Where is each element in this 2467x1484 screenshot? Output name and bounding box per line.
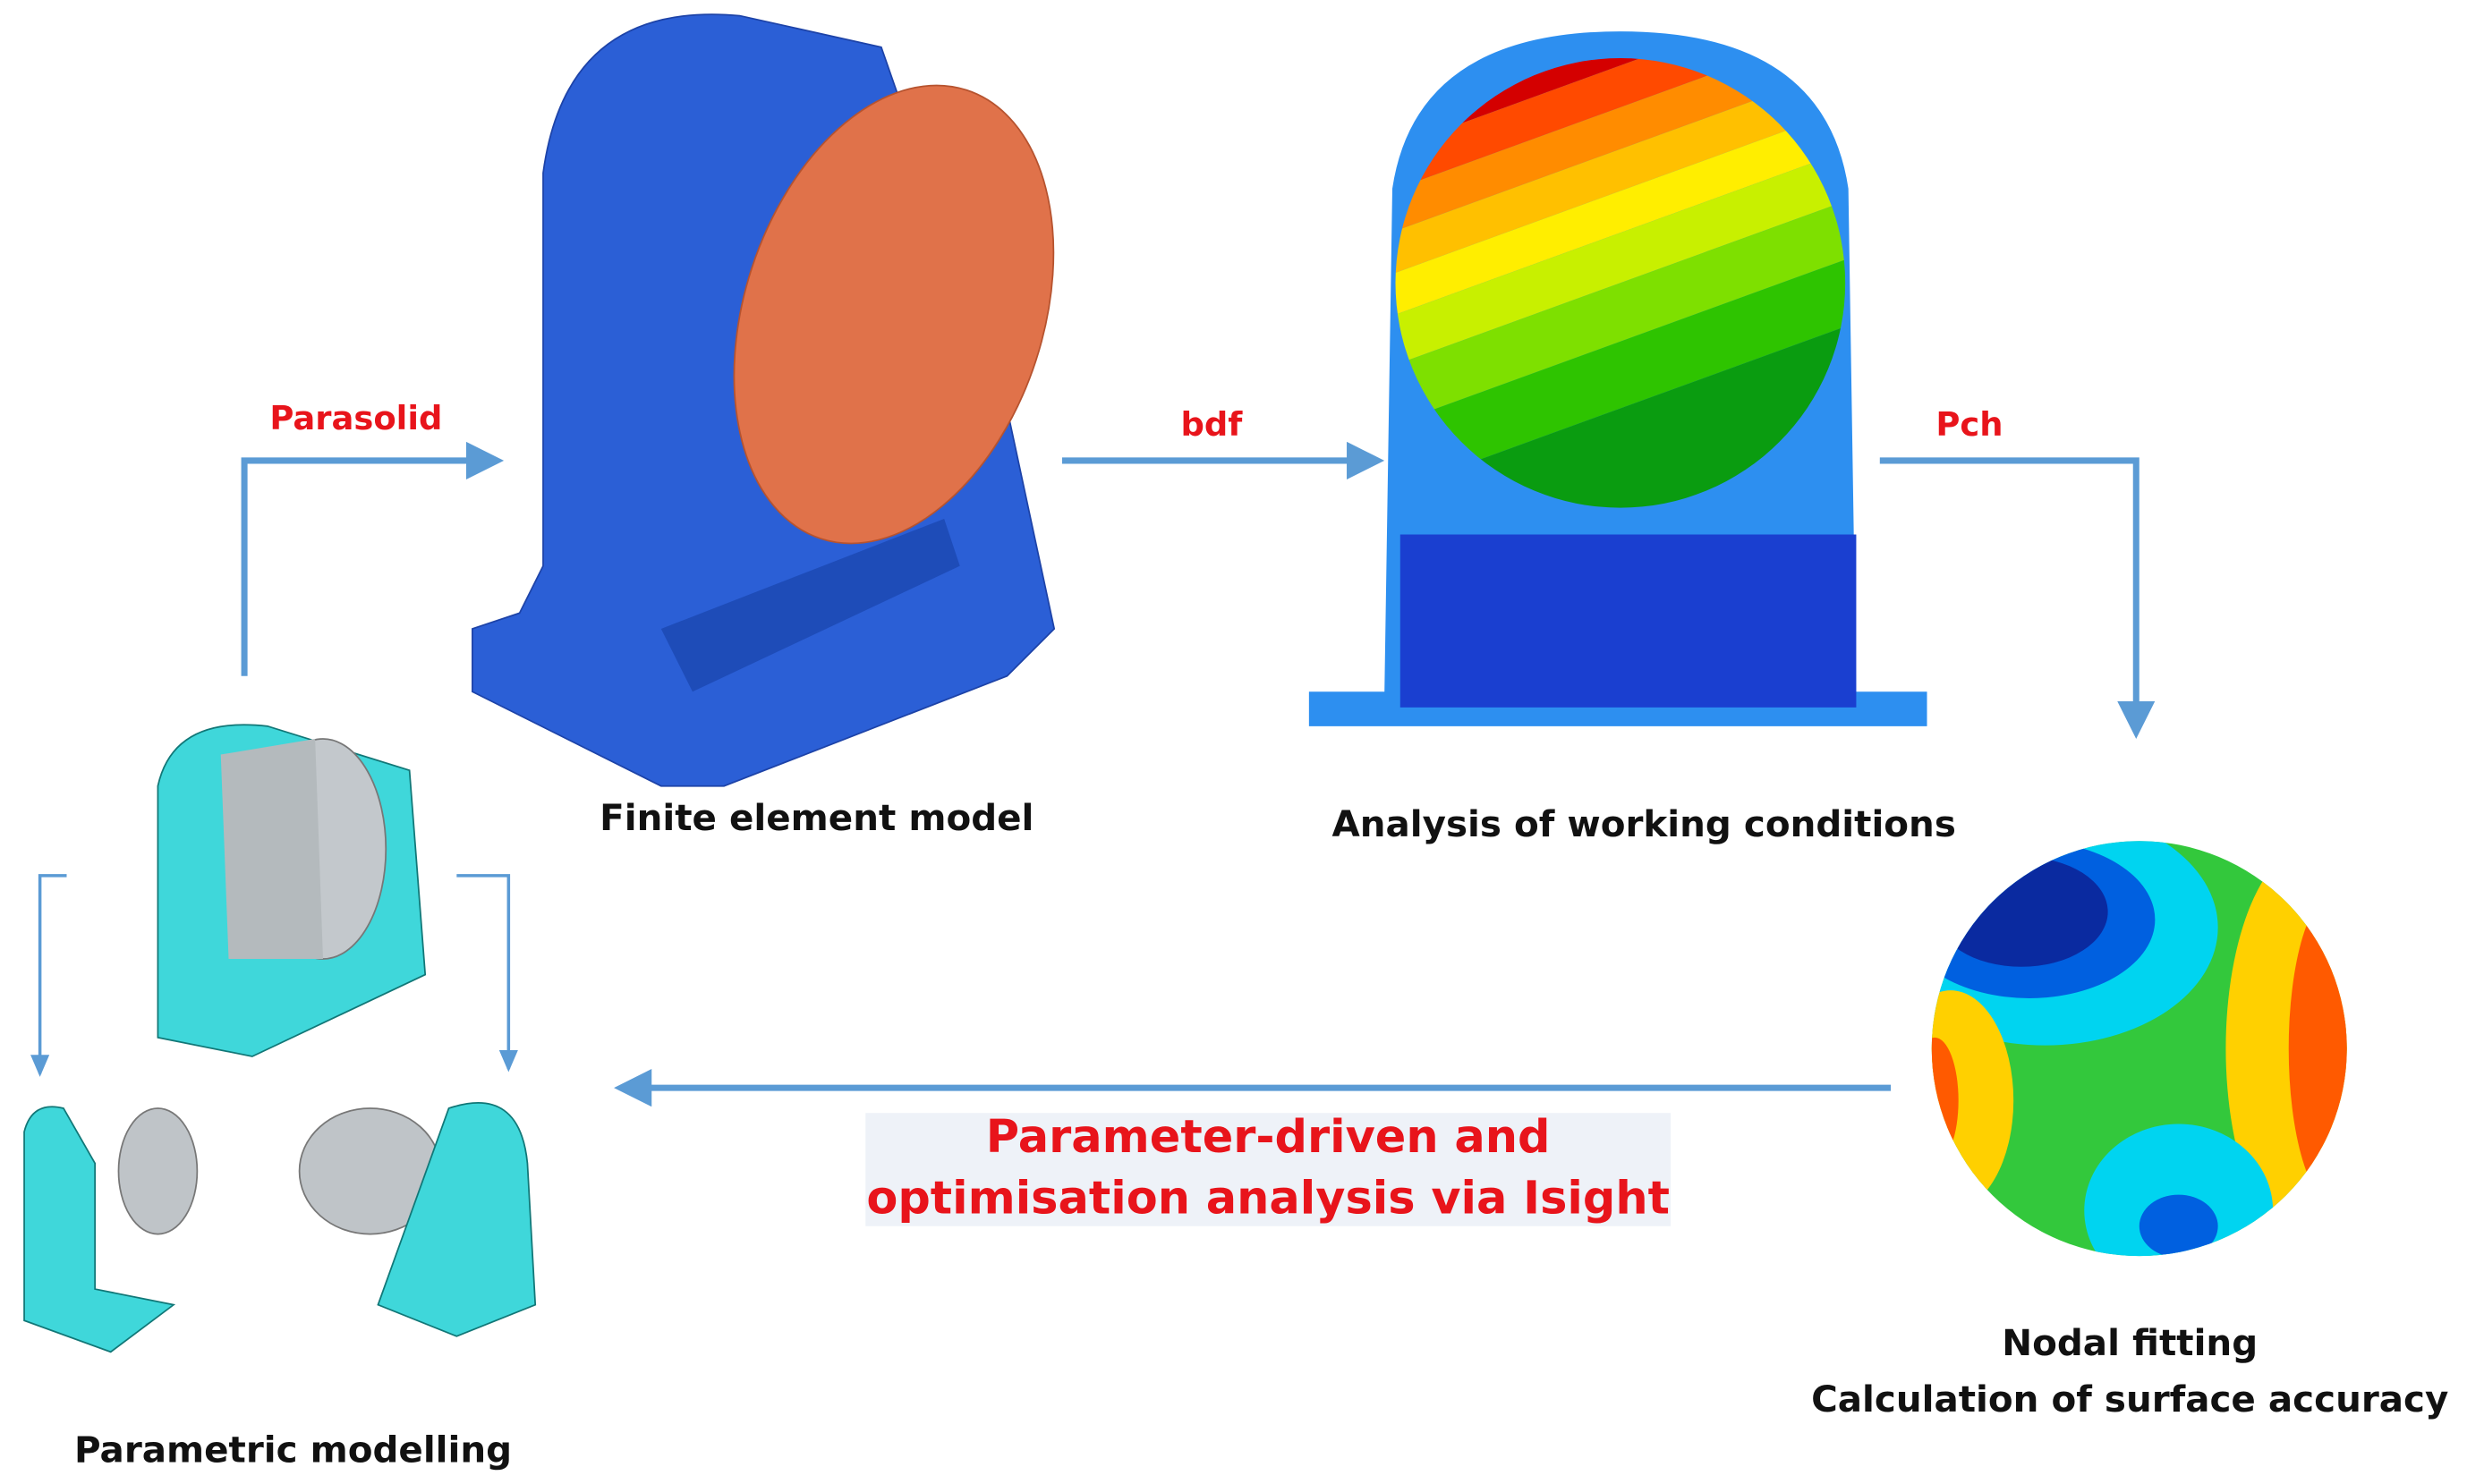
shape-ellipse [1935, 856, 2108, 967]
analysis-model [1308, 31, 1927, 726]
shape-ellipse [1931, 1037, 1959, 1164]
node-label: Parametric modelling [74, 1428, 512, 1471]
shape-path [23, 1106, 176, 1353]
shape-rect [1395, 237, 1846, 491]
shape-path [660, 518, 960, 692]
shape-path [30, 874, 67, 1077]
shape-path [220, 738, 323, 960]
node-label: Calculation of surface accuracy [1811, 1378, 2448, 1420]
shape-ellipse [117, 1107, 199, 1235]
shape-rect [1399, 534, 1857, 708]
nodal-contour [1931, 841, 2347, 1257]
shape-path [241, 441, 505, 676]
edge-label: bdf [1180, 405, 1243, 444]
edge-label: Pch [1935, 405, 2003, 444]
shape-path [1879, 457, 2156, 739]
arrows [30, 441, 2156, 1107]
shape-ellipse [733, 84, 1055, 545]
shape-rect [1395, 58, 1843, 262]
shape-rect [1395, 105, 1846, 335]
parametric-model [23, 724, 537, 1353]
shape-rect [1395, 68, 1846, 299]
shape-rect [1395, 141, 1846, 380]
edge-label: optimisation analysis via Isight [866, 1173, 1670, 1225]
shape-ellipse [2288, 891, 2347, 1206]
shape-rect [1395, 186, 1846, 432]
edge-label: Parasolid [269, 399, 442, 437]
fe-model [472, 13, 1056, 787]
node-label: Analysis of working conditions [1331, 802, 1955, 845]
node-label: Finite element model [600, 796, 1034, 839]
shape-path [377, 1102, 537, 1337]
shape-ellipse [2139, 1194, 2218, 1257]
shape-path [456, 874, 518, 1073]
edge-label: Parameter-driven and [986, 1111, 1551, 1164]
node-label: Nodal fitting [2002, 1321, 2258, 1364]
caption-box [865, 1113, 1672, 1226]
